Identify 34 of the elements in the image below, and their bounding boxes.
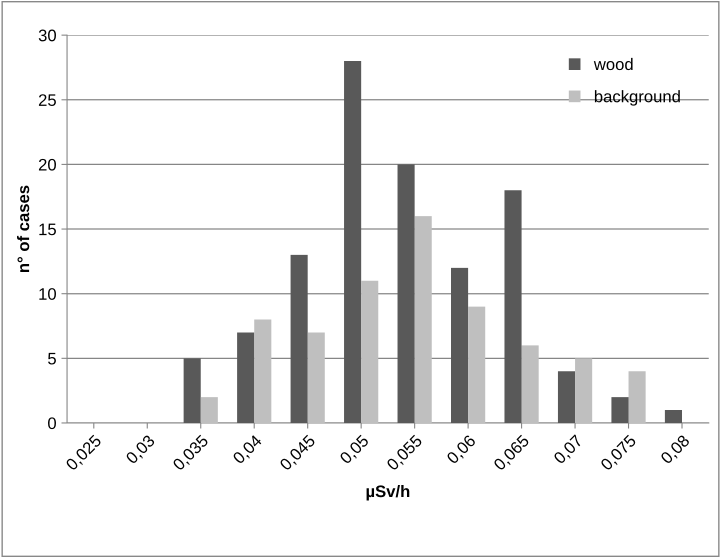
x-tick-label: 0,08: [660, 434, 692, 466]
x-axis-title: µSv/h: [366, 484, 410, 501]
bar: [254, 320, 272, 423]
y-tick-label: 25: [38, 94, 56, 106]
x-tick-label: 0,06: [446, 434, 478, 466]
bar: [468, 306, 486, 423]
bar: [184, 358, 201, 423]
bar: [522, 345, 539, 423]
legend-label: wood: [594, 58, 633, 70]
bar: [398, 164, 415, 423]
bar: [575, 358, 592, 423]
bar: [414, 216, 432, 423]
bar: [451, 268, 468, 423]
bar: [504, 190, 522, 423]
bar: [611, 397, 629, 423]
bar: [237, 332, 254, 423]
x-tick-label: 0,04: [232, 434, 264, 466]
bar: [628, 371, 646, 423]
bar: [344, 61, 362, 423]
y-tick-label: 15: [39, 224, 56, 236]
y-axis-title: n° of cases: [17, 186, 30, 272]
legend-label: background: [594, 90, 680, 106]
y-tick-label: 0: [48, 417, 56, 430]
y-tick-label: 5: [48, 352, 56, 365]
y-tick-label: 20: [38, 158, 56, 171]
bar: [308, 332, 325, 423]
bar: [361, 280, 378, 423]
y-tick-label: 10: [39, 288, 56, 300]
bar: [664, 410, 682, 423]
y-tick-label: 30: [38, 30, 56, 42]
bar: [290, 254, 308, 423]
x-tick-label: 0,03: [125, 434, 157, 466]
bar: [558, 371, 576, 423]
bar: [200, 397, 218, 423]
